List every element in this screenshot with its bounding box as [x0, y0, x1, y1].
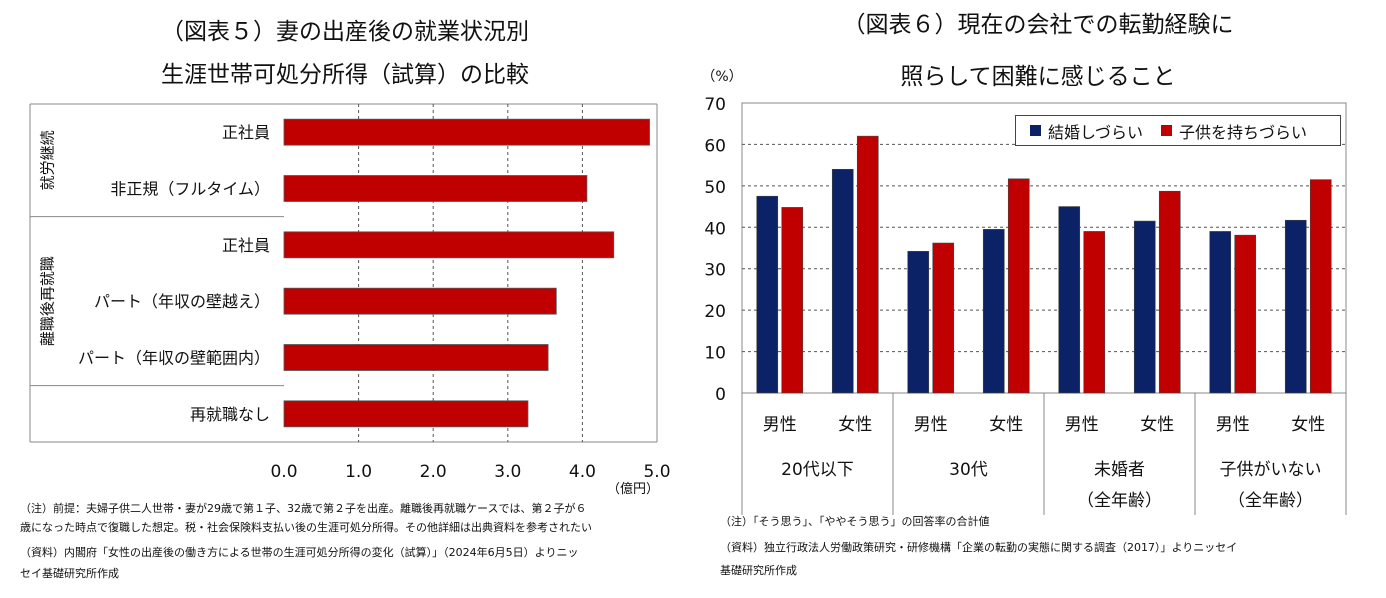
legend-swatch-children [1161, 125, 1173, 136]
category-label: 女性 [838, 415, 872, 435]
legend-item-children: 子供を持ちづらい [1161, 119, 1307, 143]
y-tick-label: 50 [704, 178, 726, 198]
figure-5-source-line-2: セイ基礎研究所作成 [20, 567, 119, 580]
y-tick-label: 10 [704, 344, 726, 364]
legend-label-children: 子供を持ちづらい [1179, 122, 1308, 142]
group-label: 30代 [949, 460, 988, 480]
figure-5-title-line-2: 生涯世帯可処分所得（試算）の比較 [161, 62, 529, 88]
bar-children [1234, 234, 1257, 394]
legend-swatch-marriage [1030, 125, 1041, 136]
figure-6-note-line-1: （注）「そう思う」、「ややそう思う」の回答率の合計値 [720, 515, 990, 528]
y-tick-label: 30 [704, 261, 726, 281]
figure-5-panel: （図表５）妻の出産後の就業状況別 生涯世帯可処分所得（試算）の比較 0.0 1.0… [0, 0, 690, 598]
bar-children [781, 207, 804, 394]
category-label: 女性 [1140, 415, 1174, 435]
y-tick-label: 20 [704, 302, 726, 322]
group-label: 未婚者 [1094, 460, 1145, 480]
figure-6-title-line-2: 照らして困難に感じること [900, 64, 1176, 90]
category-label: 女性 [1291, 415, 1325, 435]
category-label: 男性 [763, 415, 797, 435]
figure-6-panel: （図表６）現在の会社での転勤経験に 照らして困難に感じること 0 10 20 30 40… [690, 0, 1386, 598]
group-label: （全年齢） [1077, 491, 1162, 511]
category-label: 男性 [1216, 415, 1250, 435]
bar-marriage [1284, 219, 1307, 394]
legend-item-marriage: 結婚しづらい [1030, 119, 1143, 143]
bar-marriage [907, 251, 930, 394]
y-axis-unit-label: （%） [701, 69, 742, 85]
category-label: 正社員 [222, 236, 270, 255]
category-label: 非正規（フルタイム） [110, 180, 270, 199]
figure-5-bar-chart: 0.0 1.0 2.0 3.0 4.0 5.0（億円）正社員非正規（フルタイム）正社員パー… [29, 103, 671, 497]
bar [283, 344, 549, 371]
bar-marriage [1133, 220, 1156, 394]
x-axis-unit-label: （億円） [607, 481, 659, 497]
bar [283, 231, 615, 259]
bar-children [1309, 179, 1332, 394]
bar-marriage [1058, 206, 1081, 394]
bar-marriage [982, 229, 1005, 394]
figure-6-bar-chart: 0 10 20 30 40 50 60 70 （%） 男性 女性 男性 女性 男性 女性 男性 女性 20代以下 3… [701, 69, 1347, 515]
category-label: 男性 [1065, 415, 1099, 435]
figure-5-note-line-2: 歳になった時点で復職した想定。税・社会保険料支払い後の生涯可処分所得。その他詳細… [20, 521, 592, 534]
bar [283, 118, 650, 146]
y-tick-label: 70 [704, 95, 726, 115]
category-label: 男性 [914, 415, 948, 435]
bar [283, 400, 529, 428]
category-label: 正社員 [222, 123, 270, 142]
category-label: 女性 [989, 415, 1023, 435]
x-tick-label: 5.0 [643, 462, 670, 482]
x-tick-label: 3.0 [494, 462, 521, 482]
bar-children [1083, 231, 1106, 394]
bar-children [1158, 190, 1181, 394]
bar [283, 175, 588, 202]
y-tick-label: 0 [715, 385, 726, 405]
group-label: 離職後再就職 [39, 256, 57, 346]
figure-5-title-line-1: （図表５）妻の出産後の就業状況別 [161, 19, 529, 45]
bar-children [932, 242, 955, 394]
bar-marriage [756, 195, 779, 394]
y-tick-label: 60 [704, 136, 726, 156]
x-tick-label: 4.0 [569, 462, 596, 482]
x-tick-label: 0.0 [270, 462, 297, 482]
figure-6-title-line-1: （図表６）現在の会社での転勤経験に [842, 12, 1234, 38]
legend-label-marriage: 結婚しづらい [1048, 122, 1144, 142]
y-tick-label: 40 [704, 219, 726, 239]
figure-6-source-line-1: （資料）独立行政法人労働政策研究・研修機構「企業の転勤の実態に関する調査（201… [720, 541, 1238, 554]
bar-children [856, 135, 879, 394]
figure-5-source-line-1: （資料）内閣府「女性の出産後の働き方による世帯の生涯可処分所得の変化（試算）」（… [20, 546, 579, 559]
x-tick-label: 1.0 [345, 462, 372, 482]
group-label: 就労継続 [39, 130, 57, 190]
figure-6-source-line-2: 基礎研究所作成 [720, 564, 797, 577]
bar-marriage [831, 168, 854, 394]
group-label: 子供がいない [1220, 460, 1322, 480]
category-label: パート（年収の壁範囲内） [78, 349, 270, 368]
group-label: 20代以下 [781, 460, 854, 480]
bar [283, 287, 557, 315]
x-tick-label: 2.0 [420, 462, 447, 482]
bar-children [1007, 178, 1030, 394]
category-label: パート（年収の壁越え） [94, 292, 270, 311]
category-label: 再就職なし [190, 405, 270, 424]
figure-6-legend: 結婚しづらい 子供を持ちづらい [1015, 115, 1341, 146]
bar-marriage [1209, 231, 1232, 394]
group-label: （全年齢） [1228, 491, 1313, 511]
figure-5-note-line-1: （注）前提：夫婦子供二人世帯・妻が29歳で第１子、32歳で第２子を出産。離職後再… [20, 502, 587, 515]
